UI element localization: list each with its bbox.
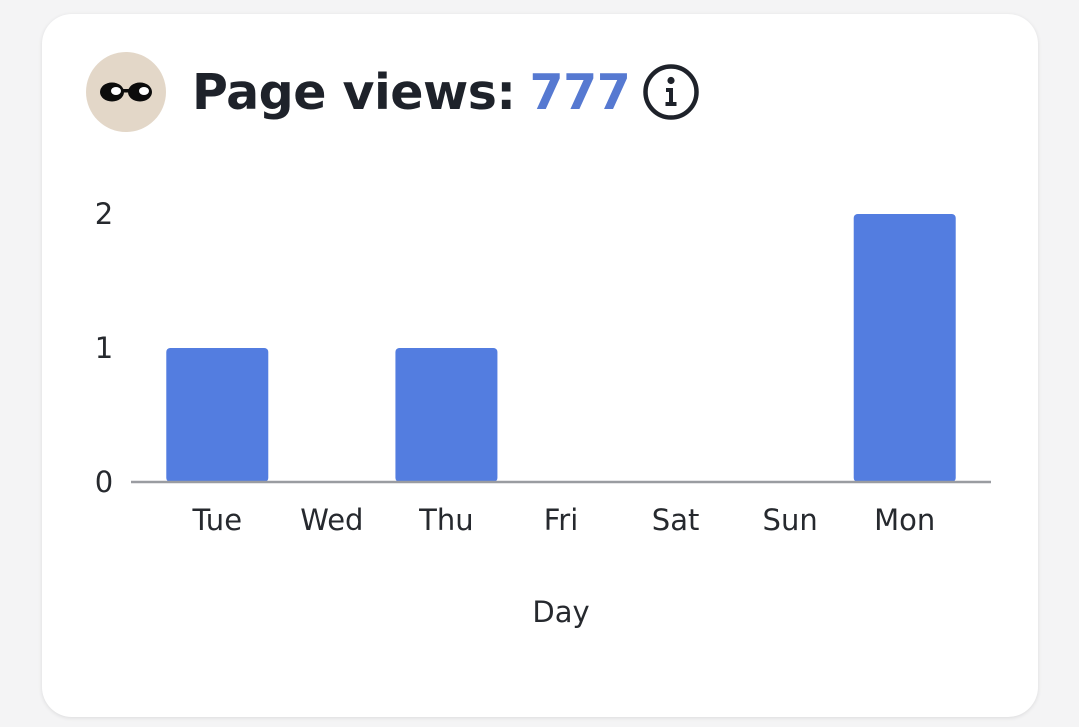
- avatar: [86, 52, 166, 132]
- sunglasses-icon: [100, 82, 152, 102]
- bars: [166, 214, 956, 482]
- page-views-count: 777: [529, 63, 631, 121]
- x-tick-label-tue: Tue: [192, 503, 243, 537]
- info-icon: [643, 64, 700, 120]
- x-tick-label-mon: Mon: [874, 503, 935, 537]
- y-tick-label: 2: [95, 197, 113, 231]
- bar-tue[interactable]: [166, 348, 269, 482]
- y-tick-label: 1: [95, 331, 113, 365]
- x-axis-label: Day: [532, 595, 589, 629]
- page-title-label: Page views:: [192, 63, 516, 121]
- x-tick-label-sun: Sun: [763, 503, 818, 537]
- x-tick-label-wed: Wed: [300, 503, 363, 537]
- y-axis-ticks: 0 1 2: [95, 197, 113, 499]
- x-tick-label-thu: Thu: [418, 503, 473, 537]
- bar-mon[interactable]: [853, 214, 956, 482]
- info-button[interactable]: [642, 63, 700, 121]
- page-title: Page views: 777: [192, 63, 631, 121]
- x-axis-ticks: Tue Wed Thu Fri Sat Sun Mon: [192, 503, 936, 537]
- x-tick-label-fri: Fri: [544, 503, 579, 537]
- y-tick-label: 0: [95, 465, 113, 499]
- card-header: Page views: 777: [86, 52, 700, 132]
- x-tick-label-sat: Sat: [652, 503, 700, 537]
- bar-thu[interactable]: [395, 348, 498, 482]
